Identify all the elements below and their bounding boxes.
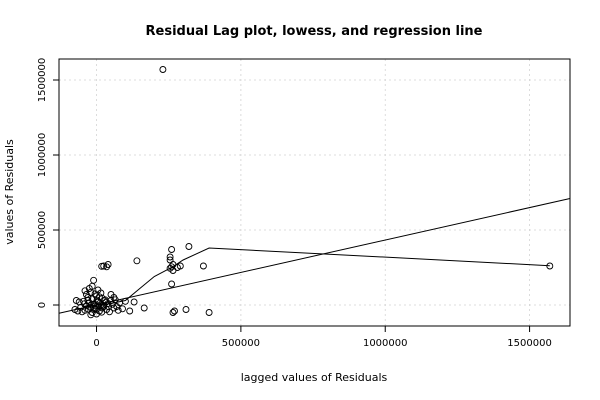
data-point: [121, 297, 129, 305]
data-point: [78, 308, 86, 316]
data-point: [199, 262, 207, 270]
data-point: [90, 276, 98, 284]
data-point: [85, 285, 93, 292]
axes: 0 500000 1000000 1500000 0 500000 1000000 15000…: [37, 58, 552, 349]
data-point: [103, 263, 111, 271]
data-point: [119, 305, 126, 313]
data-point: [130, 298, 138, 306]
y-tick-label: 1500000: [37, 58, 48, 103]
data-point: [169, 309, 177, 316]
x-tick-label: 1000000: [363, 338, 408, 349]
data-point: [92, 306, 100, 314]
data-point: [97, 289, 105, 297]
chart-title: Residual Lag plot, lowess, and regressio…: [146, 24, 483, 39]
y-tick-label: 1000000: [37, 133, 48, 178]
data-point: [71, 306, 79, 313]
data-point: [87, 311, 95, 319]
x-tick-label: 500000: [222, 338, 260, 349]
data-point: [106, 308, 113, 316]
lowess-line: [82, 247, 550, 307]
data-point: [107, 291, 115, 298]
regression-line: [58, 198, 571, 314]
data-point: [111, 296, 119, 304]
data-point: [159, 66, 167, 73]
data-point: [546, 262, 554, 270]
data-point: [140, 304, 148, 312]
data-point: [126, 307, 134, 315]
data-point: [182, 306, 190, 313]
data-point: [105, 303, 113, 311]
y-tick-label: 500000: [37, 211, 48, 249]
data-point: [87, 301, 95, 309]
y-tick-label: 0: [37, 302, 48, 308]
data-point: [205, 309, 213, 316]
data-point: [171, 307, 178, 315]
x-axis-label: lagged values of Residuals: [241, 371, 388, 384]
series: [58, 66, 571, 319]
x-tick-label: 0: [93, 338, 99, 349]
data-point: [168, 246, 176, 253]
data-point: [84, 297, 92, 304]
data-point: [133, 257, 141, 265]
data-point: [166, 253, 174, 261]
data-point: [168, 280, 176, 288]
data-point: [87, 288, 95, 296]
data-point: [93, 296, 101, 304]
data-point: [114, 306, 122, 314]
x-tick-label: 1500000: [507, 338, 552, 349]
grid: [59, 59, 570, 326]
y-axis-label: values of Residuals: [3, 139, 16, 245]
data-point: [72, 297, 80, 304]
data-point: [169, 267, 177, 274]
data-point: [98, 262, 106, 270]
data-point: [98, 308, 106, 316]
plot-frame: [58, 58, 571, 327]
data-point: [185, 243, 193, 250]
